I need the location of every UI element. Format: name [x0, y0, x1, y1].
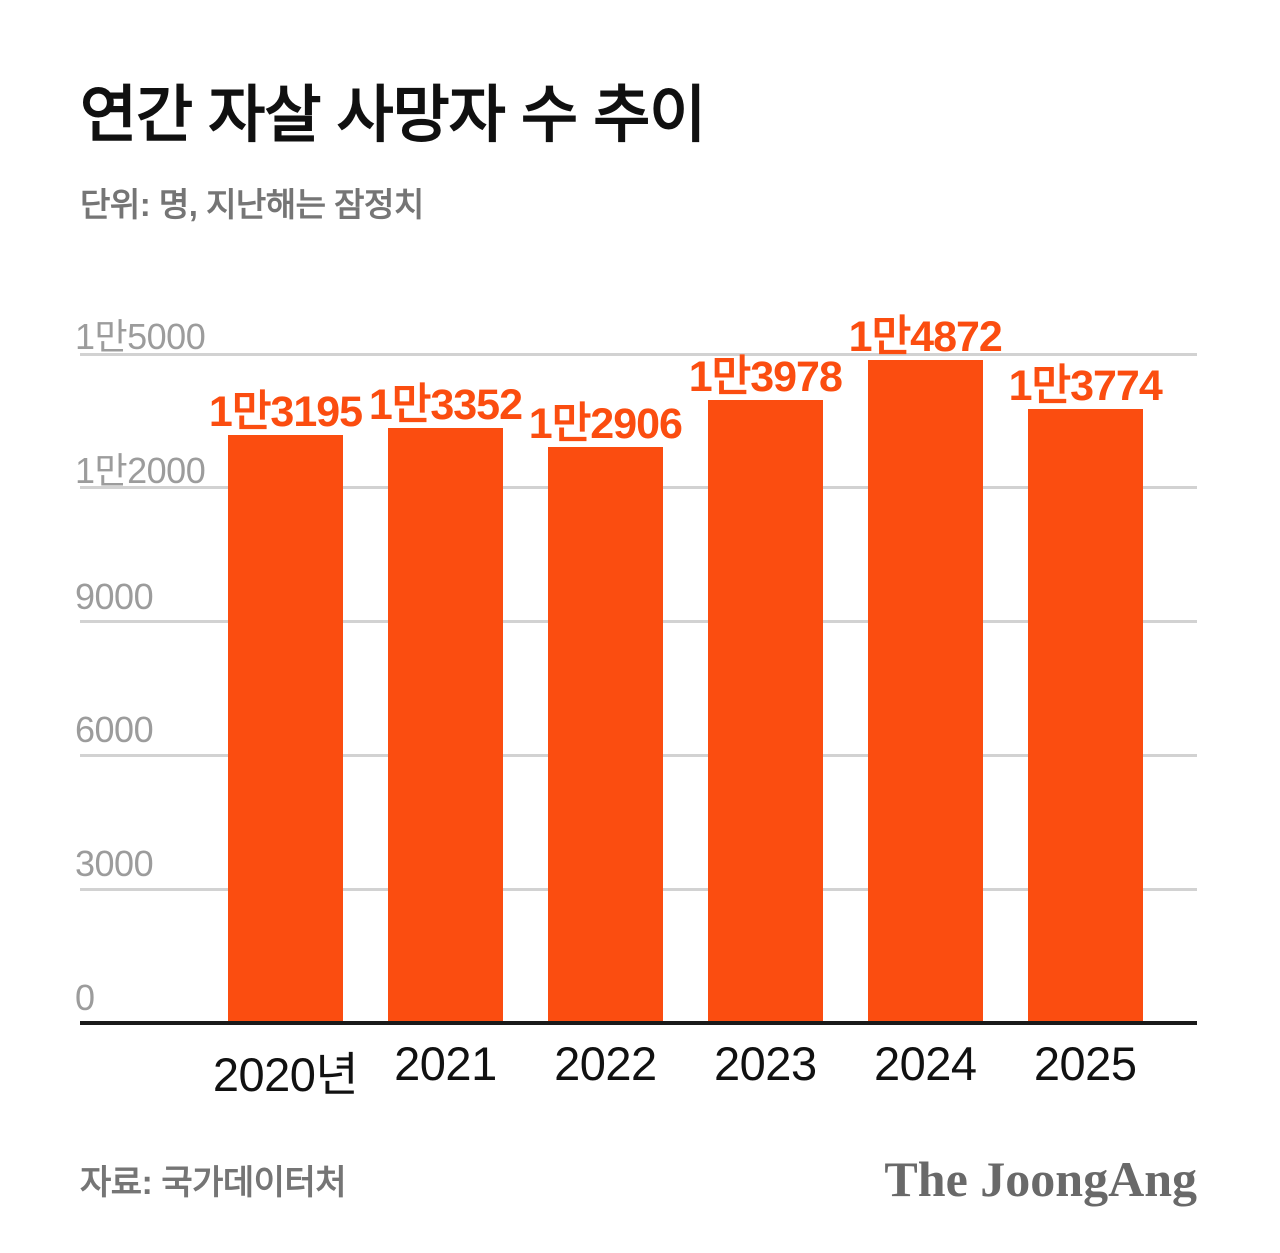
- bar-2024: [867, 359, 983, 1021]
- y-axis-tick-label: 0: [75, 977, 95, 1018]
- bar-2021: [387, 427, 503, 1021]
- x-axis-tick-label: 2025: [1033, 1037, 1137, 1090]
- y-axis-tick-label: 1만2000: [75, 449, 206, 491]
- x-axis-tick-label: 2022: [554, 1037, 657, 1090]
- bar-value-label: 1만4872: [848, 312, 1003, 361]
- joongang-logo: The JoongAng: [884, 1151, 1197, 1207]
- bar-value-label: 1만3774: [1008, 361, 1163, 410]
- bar-value-label: 1만3352: [368, 380, 523, 429]
- bar-value-label: 1만2906: [528, 400, 683, 449]
- y-axis-tick-label: 6000: [75, 709, 154, 751]
- bar-2025: [1027, 408, 1143, 1021]
- x-axis-tick-label: 2021: [394, 1037, 497, 1090]
- x-axis-tick-label: 2020년: [212, 1048, 359, 1101]
- source-note: 자료: 국가데이터처: [80, 1164, 347, 1202]
- x-axis-tick-label: 2023: [714, 1037, 817, 1090]
- bar-value-label: 1만3978: [688, 352, 843, 401]
- gridline-15000: [80, 352, 1197, 356]
- bar-2023: [707, 399, 823, 1021]
- chart-unit-note: 단위: 명, 지난해는 잠정치: [80, 186, 424, 223]
- x-axis-line: [80, 1021, 1197, 1025]
- y-axis-tick-label: 1만5000: [75, 316, 206, 357]
- bar-value-label: 1만3195: [208, 387, 363, 436]
- bar-2020년: [228, 434, 343, 1021]
- y-axis-tick-label: 3000: [75, 843, 154, 885]
- x-axis-tick-label: 2024: [873, 1037, 977, 1090]
- page-title: 연간 자살 사망자 수 추이: [80, 81, 706, 150]
- bar-2022: [547, 447, 663, 1021]
- y-axis-tick-label: 9000: [75, 575, 154, 617]
